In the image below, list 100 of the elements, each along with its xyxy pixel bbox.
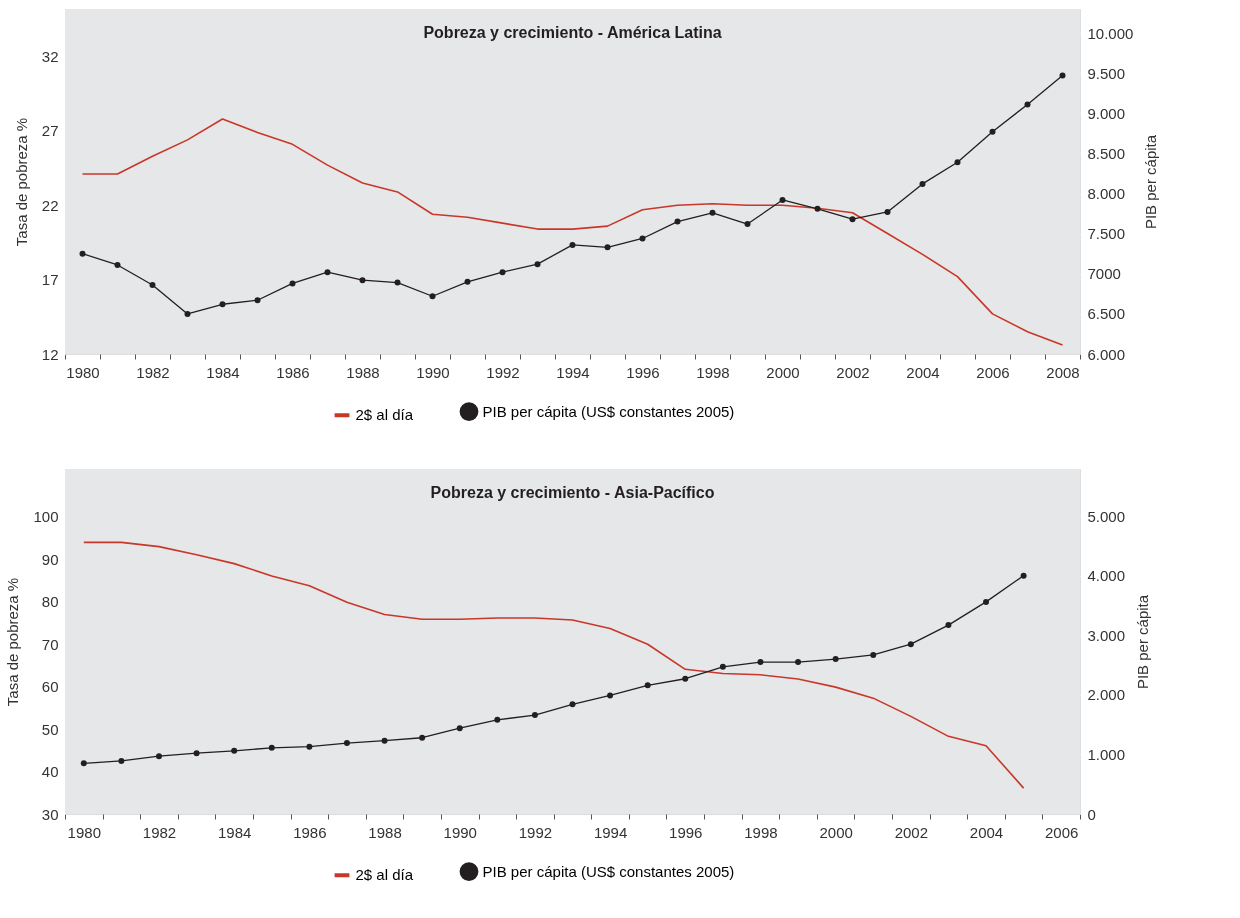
point (719, 663, 726, 670)
legend-label: PIB per cápita (US$ constantes 2005) (482, 862, 735, 880)
y-axis-title: Tasa de pobreza % (12, 117, 30, 247)
x-tick-label: 1984 (206, 363, 240, 381)
point (757, 659, 764, 666)
x-tick-label: 1998 (744, 823, 778, 841)
point (1020, 572, 1027, 579)
x-tick-label: 1988 (368, 823, 402, 841)
y2-tick-label: 5.000 (1087, 507, 1126, 525)
point (639, 235, 646, 242)
y-tick-label: 50 (41, 720, 59, 738)
point (945, 622, 952, 629)
point (744, 221, 751, 228)
line-series (83, 541, 1025, 789)
x-tick-label: 2002 (836, 363, 870, 381)
point (155, 753, 162, 760)
point (114, 261, 121, 268)
x-tick-label: 1992 (518, 823, 553, 841)
y-tick-label: 70 (41, 635, 59, 653)
point (989, 128, 996, 135)
point (983, 598, 990, 605)
point (709, 209, 716, 216)
y2-tick-label: 10.000 (1087, 24, 1134, 42)
point (80, 760, 87, 767)
point (569, 241, 576, 248)
y-tick-label: 32 (41, 48, 59, 66)
point (289, 280, 296, 287)
point (359, 277, 366, 284)
point (884, 208, 891, 215)
y2-tick-label: 3.000 (1087, 626, 1126, 644)
point (682, 675, 689, 682)
point (149, 282, 156, 288)
y2-tick-label: 9.000 (1087, 104, 1126, 122)
point (531, 712, 538, 719)
point (231, 747, 238, 754)
x-tick-label: 1996 (626, 363, 660, 381)
point (184, 310, 191, 317)
point (394, 279, 401, 286)
point (604, 244, 611, 251)
x-tick-label: 1990 (443, 823, 477, 841)
point (306, 743, 313, 750)
point (674, 218, 681, 225)
y2-tick-label: 6.000 (1087, 345, 1126, 363)
y-tick-label: 27 (41, 122, 59, 140)
y-axis-title: Tasa de pobreza % (4, 577, 22, 707)
y2-tick-label: 4.000 (1087, 567, 1126, 585)
x-tick-label: 1986 (276, 363, 310, 381)
y2-tick-label: 9.500 (1087, 64, 1126, 82)
x-tick-label: 1980 (67, 823, 101, 841)
text: Pobreza y crecimiento - América Latina (423, 24, 722, 41)
x-tick-label: 1992 (486, 363, 520, 381)
point (919, 180, 926, 187)
point (324, 269, 331, 276)
x-tick-label: 2008 (1046, 363, 1080, 381)
y-tick-label: 17 (41, 271, 59, 289)
y-tick-label: 40 (41, 763, 59, 781)
point (607, 692, 614, 699)
x-tick-label: 2000 (766, 363, 800, 381)
point (268, 744, 275, 751)
y-tick-label: 60 (41, 678, 59, 696)
y2-tick-label: 1.000 (1087, 745, 1126, 763)
point (219, 301, 226, 308)
x-tick-label: 1982 (136, 363, 170, 381)
y2-tick-label: 8.500 (1087, 144, 1126, 162)
x-tick-label: 1986 (293, 823, 327, 841)
point (569, 701, 576, 708)
point (499, 269, 506, 276)
y2-tick-label: 2.000 (1087, 686, 1126, 704)
x-tick-label: 2004 (906, 363, 940, 381)
legend-label: 2$ al día (355, 866, 414, 884)
y2-tick-label: 6.500 (1087, 305, 1126, 323)
y-tick-label: 100 (33, 508, 59, 526)
point (464, 278, 471, 285)
line-series (81, 118, 1064, 346)
point (814, 205, 821, 212)
point (79, 250, 86, 257)
x-tick-label: 2004 (969, 823, 1004, 841)
y-tick-label: 30 (41, 805, 59, 823)
point (193, 750, 200, 757)
y-tick-label: 80 (41, 593, 59, 611)
x-tick-label: 1998 (696, 363, 730, 381)
point (795, 659, 802, 666)
point (429, 293, 436, 300)
y-tick-label: 22 (41, 196, 59, 214)
point (849, 216, 856, 223)
point (381, 737, 388, 744)
text: Pobreza y crecimiento - Asia-Pacífico (430, 484, 715, 501)
point (870, 651, 877, 658)
y2-tick-label: 0 (1087, 805, 1096, 823)
x-tick-label: 1984 (217, 823, 252, 841)
point (419, 734, 426, 741)
point (1059, 72, 1066, 79)
x-tick-label: 2006 (976, 363, 1010, 381)
x-tick-label: 1988 (346, 363, 380, 381)
y2-tick-label: 7000 (1087, 265, 1121, 283)
point (494, 716, 501, 723)
y-tick-label: 12 (41, 345, 59, 363)
point (1024, 101, 1031, 108)
point (534, 261, 541, 268)
legend-label: PIB per cápita (US$ constantes 2005) (482, 402, 735, 420)
